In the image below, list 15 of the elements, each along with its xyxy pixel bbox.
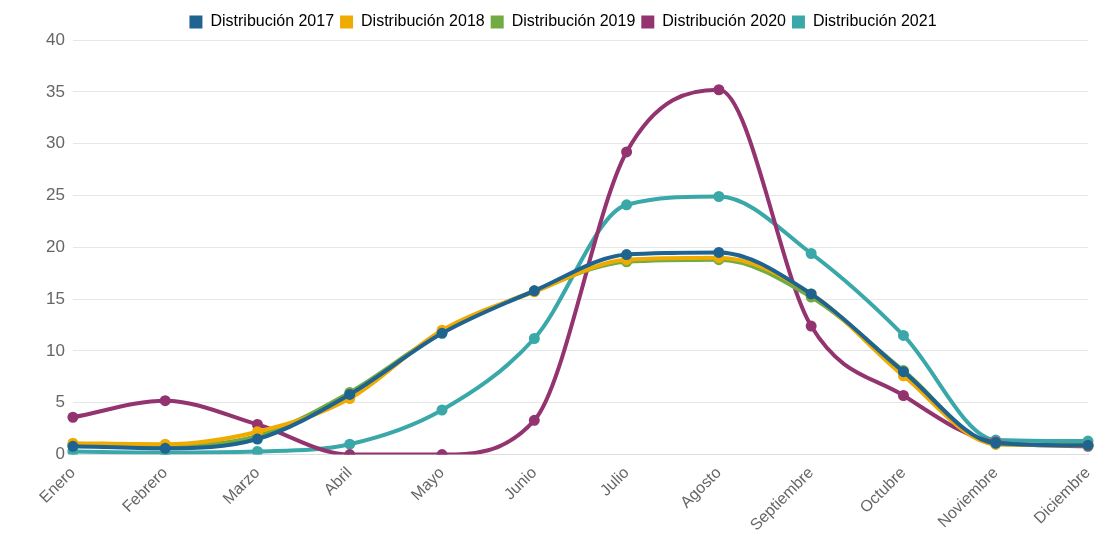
y-tick-label: 0 (55, 444, 65, 464)
y-tick-label: 10 (45, 340, 65, 360)
y-tick-label: 25 (45, 185, 65, 205)
legend-label: Distribución 2018 (361, 12, 485, 30)
y-tick-label: 35 (45, 81, 65, 101)
legend-label: Distribución 2019 (511, 12, 636, 30)
y-tick-label: 30 (45, 133, 65, 153)
legend-label: Distribución 2017 (210, 12, 335, 30)
y-tick-label: 5 (55, 392, 65, 412)
y-tick-label: 40 (45, 29, 65, 49)
legend-label: Distribución 2021 (812, 12, 937, 30)
legend-label: Distribución 2020 (662, 12, 787, 30)
y-tick-label: 15 (45, 288, 65, 308)
x-tick-label: Julio (596, 463, 632, 499)
y-tick-label: 20 (45, 236, 65, 256)
